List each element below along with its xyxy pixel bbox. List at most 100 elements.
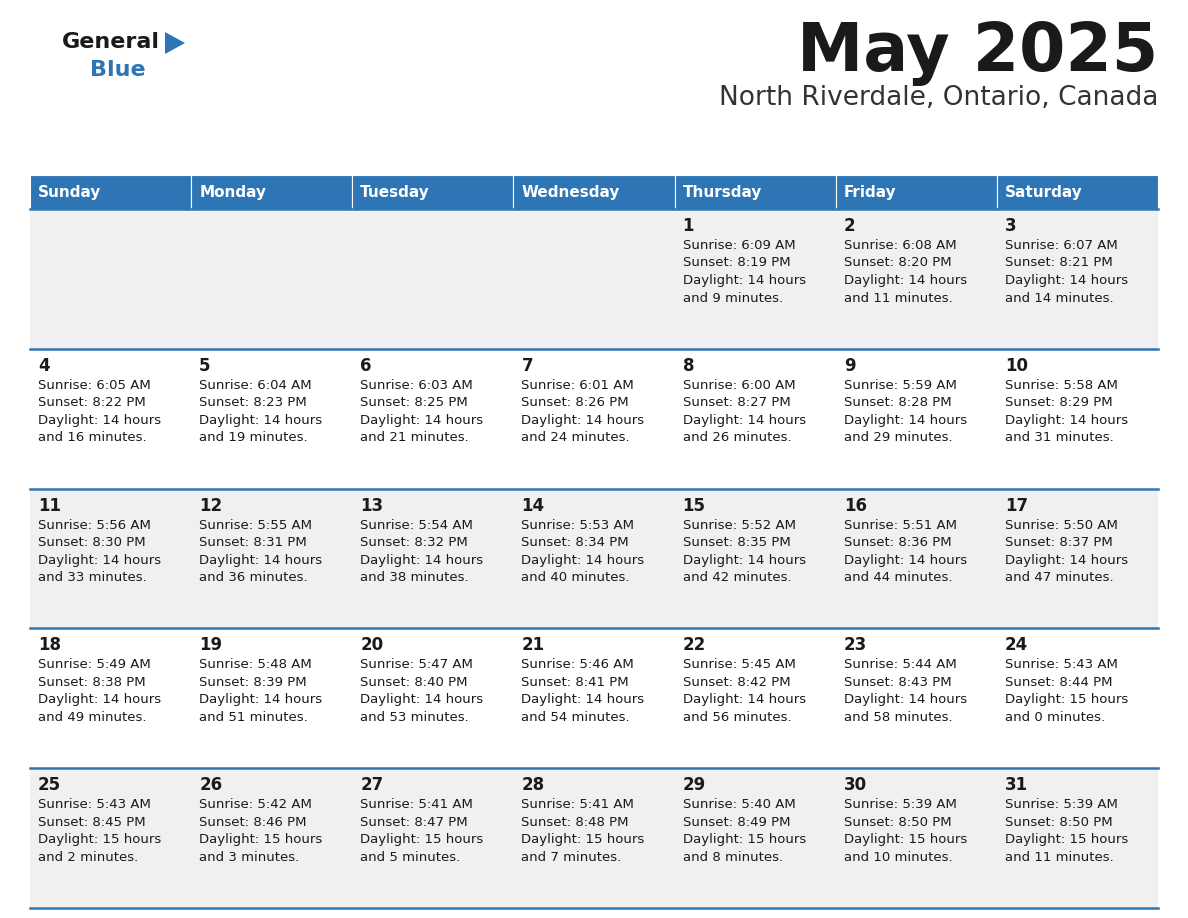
Text: 19: 19 [200, 636, 222, 655]
Text: Sunrise: 6:07 AM: Sunrise: 6:07 AM [1005, 239, 1118, 252]
Text: Sunset: 8:31 PM: Sunset: 8:31 PM [200, 536, 307, 549]
Text: and 42 minutes.: and 42 minutes. [683, 571, 791, 584]
Text: Wednesday: Wednesday [522, 185, 620, 199]
Text: Daylight: 14 hours: Daylight: 14 hours [200, 414, 322, 427]
Text: Sunset: 8:47 PM: Sunset: 8:47 PM [360, 816, 468, 829]
Text: and 33 minutes.: and 33 minutes. [38, 571, 147, 584]
Text: Daylight: 14 hours: Daylight: 14 hours [38, 554, 162, 566]
Text: 9: 9 [843, 357, 855, 375]
Text: Sunrise: 5:43 AM: Sunrise: 5:43 AM [1005, 658, 1118, 671]
Text: Sunset: 8:35 PM: Sunset: 8:35 PM [683, 536, 790, 549]
Text: Daylight: 14 hours: Daylight: 14 hours [843, 414, 967, 427]
Text: and 11 minutes.: and 11 minutes. [1005, 851, 1113, 864]
Text: Daylight: 14 hours: Daylight: 14 hours [360, 693, 484, 706]
Text: Sunset: 8:41 PM: Sunset: 8:41 PM [522, 676, 630, 688]
Text: 27: 27 [360, 777, 384, 794]
Text: General: General [62, 32, 160, 52]
Bar [30, 488, 1158, 629]
Text: Daylight: 14 hours: Daylight: 14 hours [360, 414, 484, 427]
Text: and 29 minutes.: and 29 minutes. [843, 431, 953, 444]
Text: and 47 minutes.: and 47 minutes. [1005, 571, 1113, 584]
Text: Daylight: 14 hours: Daylight: 14 hours [1005, 414, 1127, 427]
Text: Sunrise: 6:01 AM: Sunrise: 6:01 AM [522, 379, 634, 392]
Text: Sunrise: 5:45 AM: Sunrise: 5:45 AM [683, 658, 796, 671]
Text: Daylight: 14 hours: Daylight: 14 hours [38, 693, 162, 706]
Text: and 36 minutes.: and 36 minutes. [200, 571, 308, 584]
Text: Sunset: 8:48 PM: Sunset: 8:48 PM [522, 816, 628, 829]
Text: 13: 13 [360, 497, 384, 515]
Text: Daylight: 15 hours: Daylight: 15 hours [200, 834, 322, 846]
Text: 17: 17 [1005, 497, 1028, 515]
Text: 5: 5 [200, 357, 210, 375]
Text: Sunrise: 6:04 AM: Sunrise: 6:04 AM [200, 379, 311, 392]
Text: and 49 minutes.: and 49 minutes. [38, 711, 146, 724]
Text: and 2 minutes.: and 2 minutes. [38, 851, 138, 864]
Text: 16: 16 [843, 497, 867, 515]
Text: 26: 26 [200, 777, 222, 794]
Bar [675, 175, 835, 209]
Bar [30, 209, 1158, 349]
Text: Monday: Monday [200, 185, 266, 199]
Text: 30: 30 [843, 777, 867, 794]
Text: Sunset: 8:23 PM: Sunset: 8:23 PM [200, 397, 307, 409]
Text: Sunset: 8:32 PM: Sunset: 8:32 PM [360, 536, 468, 549]
Text: and 7 minutes.: and 7 minutes. [522, 851, 621, 864]
Text: and 10 minutes.: and 10 minutes. [843, 851, 953, 864]
Text: Daylight: 15 hours: Daylight: 15 hours [1005, 834, 1129, 846]
Text: Sunset: 8:50 PM: Sunset: 8:50 PM [843, 816, 952, 829]
Text: and 19 minutes.: and 19 minutes. [200, 431, 308, 444]
Text: Sunset: 8:43 PM: Sunset: 8:43 PM [843, 676, 952, 688]
Text: Sunset: 8:45 PM: Sunset: 8:45 PM [38, 816, 146, 829]
Text: Sunrise: 5:56 AM: Sunrise: 5:56 AM [38, 519, 151, 532]
Text: Sunrise: 6:05 AM: Sunrise: 6:05 AM [38, 379, 151, 392]
Text: and 54 minutes.: and 54 minutes. [522, 711, 630, 724]
Text: Sunrise: 5:50 AM: Sunrise: 5:50 AM [1005, 519, 1118, 532]
Text: 7: 7 [522, 357, 533, 375]
Bar [30, 768, 1158, 908]
Text: Sunset: 8:42 PM: Sunset: 8:42 PM [683, 676, 790, 688]
Text: Sunset: 8:21 PM: Sunset: 8:21 PM [1005, 256, 1113, 270]
Bar [191, 175, 353, 209]
Text: Daylight: 14 hours: Daylight: 14 hours [522, 414, 645, 427]
Text: Sunrise: 5:43 AM: Sunrise: 5:43 AM [38, 798, 151, 812]
Text: Daylight: 14 hours: Daylight: 14 hours [522, 693, 645, 706]
Text: 4: 4 [38, 357, 50, 375]
Text: Daylight: 14 hours: Daylight: 14 hours [522, 554, 645, 566]
Text: Sunrise: 5:39 AM: Sunrise: 5:39 AM [1005, 798, 1118, 812]
Text: Daylight: 14 hours: Daylight: 14 hours [843, 554, 967, 566]
Text: 12: 12 [200, 497, 222, 515]
Text: Sunrise: 5:41 AM: Sunrise: 5:41 AM [522, 798, 634, 812]
Text: 21: 21 [522, 636, 544, 655]
Text: Sunset: 8:26 PM: Sunset: 8:26 PM [522, 397, 630, 409]
Text: Sunset: 8:25 PM: Sunset: 8:25 PM [360, 397, 468, 409]
Polygon shape [165, 32, 185, 54]
Text: Sunrise: 5:42 AM: Sunrise: 5:42 AM [200, 798, 312, 812]
Text: 23: 23 [843, 636, 867, 655]
Text: and 26 minutes.: and 26 minutes. [683, 431, 791, 444]
Text: Sunset: 8:27 PM: Sunset: 8:27 PM [683, 397, 790, 409]
Bar [353, 175, 513, 209]
Text: Sunrise: 5:41 AM: Sunrise: 5:41 AM [360, 798, 473, 812]
Text: Daylight: 14 hours: Daylight: 14 hours [200, 693, 322, 706]
Text: and 24 minutes.: and 24 minutes. [522, 431, 630, 444]
Bar [835, 175, 997, 209]
Bar [30, 175, 191, 209]
Text: 29: 29 [683, 777, 706, 794]
Text: Sunrise: 5:44 AM: Sunrise: 5:44 AM [843, 658, 956, 671]
Text: 20: 20 [360, 636, 384, 655]
Text: and 51 minutes.: and 51 minutes. [200, 711, 308, 724]
Text: Sunrise: 5:54 AM: Sunrise: 5:54 AM [360, 519, 473, 532]
Text: and 8 minutes.: and 8 minutes. [683, 851, 783, 864]
Text: Daylight: 15 hours: Daylight: 15 hours [843, 834, 967, 846]
Text: Sunrise: 5:51 AM: Sunrise: 5:51 AM [843, 519, 956, 532]
Text: Sunset: 8:36 PM: Sunset: 8:36 PM [843, 536, 952, 549]
Text: 14: 14 [522, 497, 544, 515]
Text: Daylight: 14 hours: Daylight: 14 hours [683, 693, 805, 706]
Text: and 16 minutes.: and 16 minutes. [38, 431, 146, 444]
Text: and 5 minutes.: and 5 minutes. [360, 851, 461, 864]
Text: Sunset: 8:19 PM: Sunset: 8:19 PM [683, 256, 790, 270]
Text: Sunrise: 5:47 AM: Sunrise: 5:47 AM [360, 658, 473, 671]
Text: Daylight: 14 hours: Daylight: 14 hours [843, 693, 967, 706]
Text: Sunset: 8:28 PM: Sunset: 8:28 PM [843, 397, 952, 409]
Text: and 56 minutes.: and 56 minutes. [683, 711, 791, 724]
